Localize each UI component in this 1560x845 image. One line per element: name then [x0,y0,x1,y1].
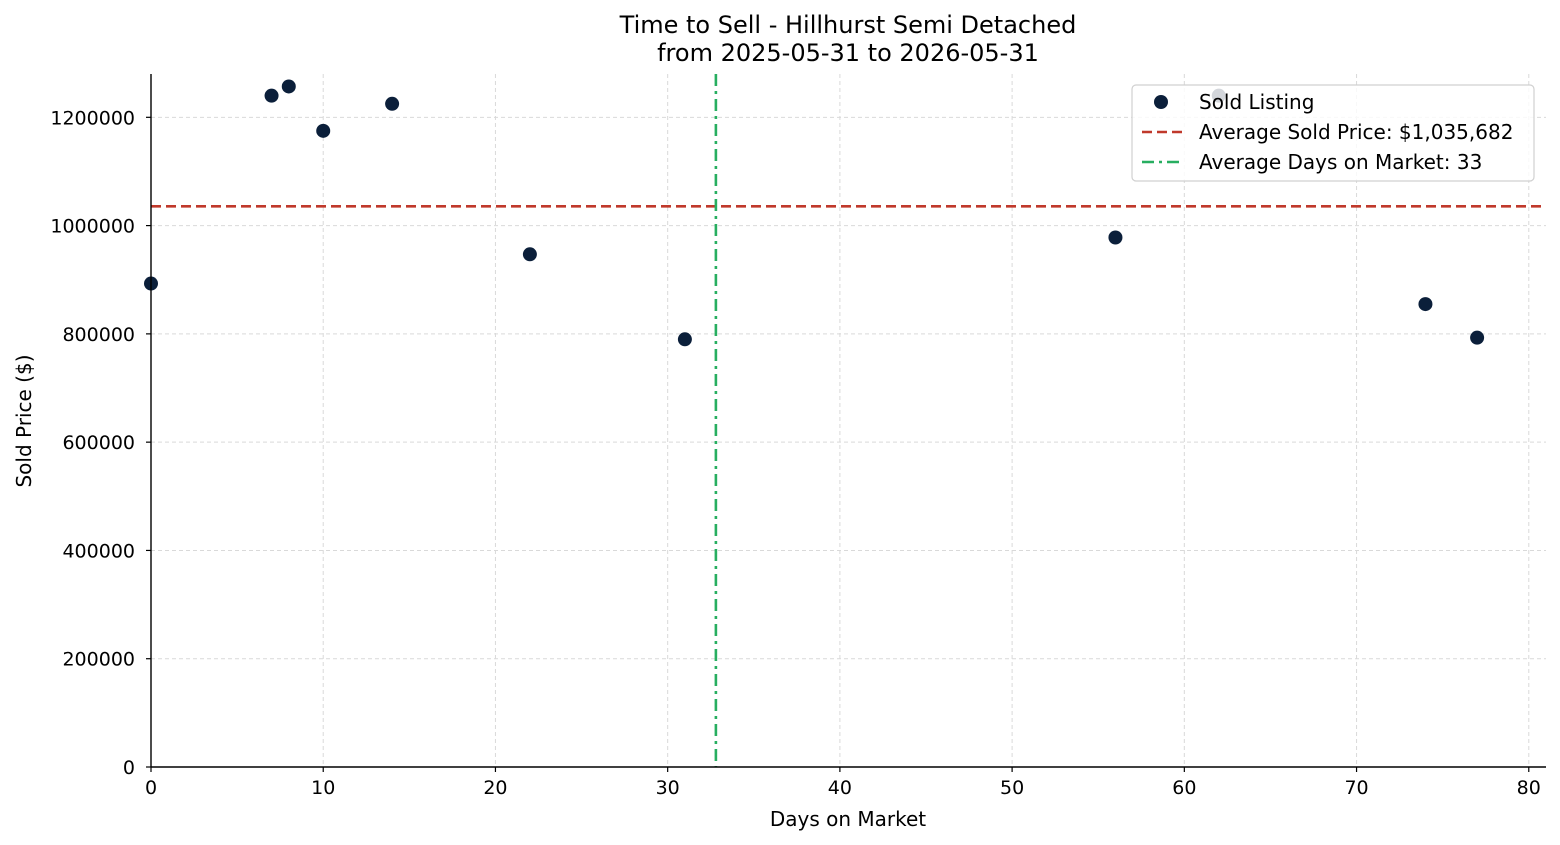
legend-label: Average Days on Market: 33 [1199,150,1482,174]
data-point [281,79,296,94]
data-point [1418,297,1433,312]
legend-item-sold-listing: Sold Listing [1154,90,1314,114]
y-tick-label: 1200000 [50,107,135,129]
y-tick-label: 400000 [62,540,135,562]
data-point [264,88,279,103]
data-point [1108,230,1123,245]
legend-label: Sold Listing [1199,90,1314,114]
x-tick-label: 60 [1172,777,1196,799]
chart-subtitle: from 2025-05-31 to 2026-05-31 [657,39,1039,67]
y-tick-label: 0 [123,757,135,779]
y-axis-label: Sold Price ($) [12,354,36,487]
data-point [522,247,537,262]
x-axis-label: Days on Market [770,807,926,831]
legend-label: Average Sold Price: $1,035,682 [1199,120,1513,144]
y-tick-label: 600000 [62,432,135,454]
legend-item-average-sold-price: Average Sold Price: $1,035,682 [1142,120,1513,144]
data-point [1470,330,1485,345]
legend-item-average-days: Average Days on Market: 33 [1142,150,1482,174]
legend-point-marker [1154,95,1168,109]
chart-title: Time to Sell - Hillhurst Semi Detached [619,11,1077,39]
data-point [677,332,692,347]
x-tick-label: 20 [483,777,507,799]
x-tick-label: 30 [656,777,680,799]
y-tick-label: 800000 [62,324,135,346]
x-tick-label: 50 [1000,777,1024,799]
chart-legend: Sold Listing Average Sold Price: $1,035,6… [1131,84,1535,182]
x-tick-label: 80 [1517,777,1541,799]
legend-box [1131,84,1535,182]
data-point [316,123,331,138]
x-tick-label: 40 [828,777,852,799]
y-tick-label: 1000000 [50,216,135,238]
data-point [385,96,400,111]
y-ticks: 0 200000 400000 600000 800000 1000000 1200000 [50,107,151,779]
x-tick-label: 0 [145,777,157,799]
reference-lines [151,74,1546,767]
x-ticks: 0 10 20 30 40 50 60 70 80 [145,767,1541,799]
y-tick-label: 200000 [62,649,135,671]
x-tick-label: 70 [1344,777,1368,799]
x-tick-label: 10 [311,777,335,799]
